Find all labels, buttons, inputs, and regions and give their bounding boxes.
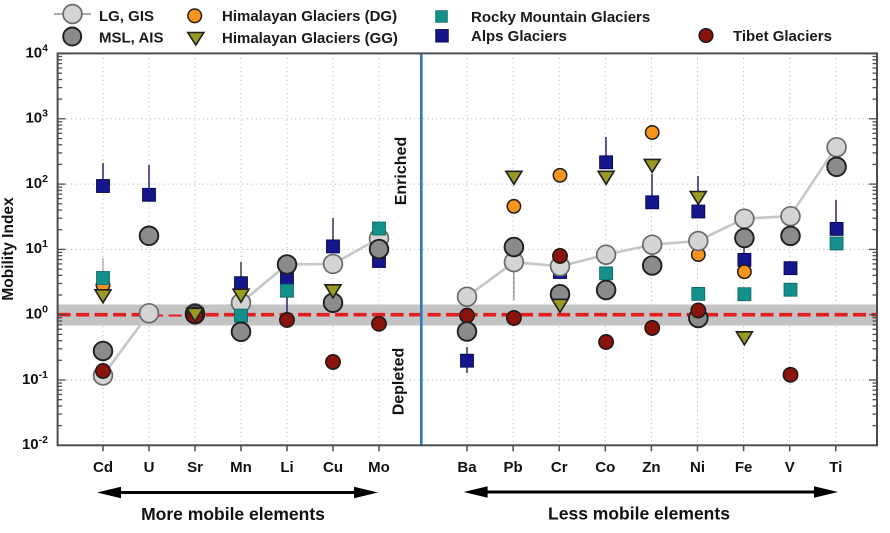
svg-text:Mn: Mn <box>230 459 252 476</box>
svg-text:Ba: Ba <box>457 459 477 476</box>
svg-text:Zn: Zn <box>642 459 660 476</box>
svg-text:Fe: Fe <box>735 459 753 476</box>
svg-text:Li: Li <box>280 459 293 476</box>
svg-text:Rocky Mountain Glaciers: Rocky Mountain Glaciers <box>471 9 650 26</box>
svg-text:Himalayan Glaciers (DG): Himalayan Glaciers (DG) <box>222 8 397 25</box>
svg-text:V: V <box>785 459 795 476</box>
svg-text:LG, GIS: LG, GIS <box>99 8 154 25</box>
svg-text:Sr: Sr <box>187 459 203 476</box>
svg-text:More mobile elements: More mobile elements <box>141 504 325 524</box>
svg-text:Mo: Mo <box>368 459 390 476</box>
svg-text:MSL, AIS: MSL, AIS <box>99 30 163 47</box>
svg-text:Cu: Cu <box>323 459 343 476</box>
svg-text:Cd: Cd <box>93 459 113 476</box>
svg-text:Tibet Glaciers: Tibet Glaciers <box>733 28 832 45</box>
svg-text:Ti: Ti <box>829 459 842 476</box>
svg-text:U: U <box>144 459 155 476</box>
svg-text:Enriched: Enriched <box>393 137 410 205</box>
svg-text:Less mobile elements: Less mobile elements <box>548 504 730 524</box>
svg-text:Mobility Index: Mobility Index <box>0 197 17 301</box>
svg-text:Himalayan Glaciers (GG): Himalayan Glaciers (GG) <box>222 30 398 47</box>
svg-text:Cr: Cr <box>551 459 568 476</box>
svg-text:Pb: Pb <box>504 459 523 476</box>
svg-text:Alps Glaciers: Alps Glaciers <box>471 28 567 45</box>
svg-text:Depleted: Depleted <box>391 348 408 416</box>
svg-text:Co: Co <box>595 459 615 476</box>
svg-text:Ni: Ni <box>690 459 705 476</box>
